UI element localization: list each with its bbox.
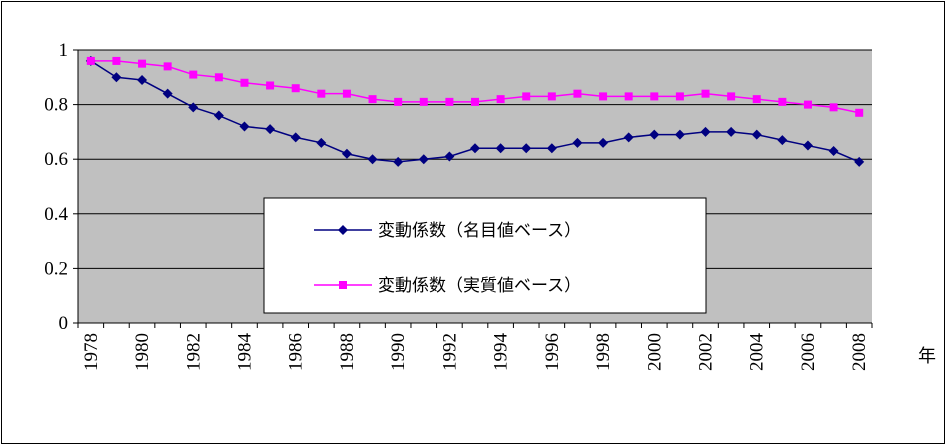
data-point [265, 124, 276, 135]
y-tick-label: 1 [59, 40, 69, 61]
data-point [189, 70, 198, 79]
y-tick-label: 0.6 [44, 149, 68, 170]
x-tick-label: 1978 [81, 333, 102, 371]
x-tick-label: 1980 [132, 333, 153, 371]
x-tick-label: 1986 [286, 333, 307, 371]
data-point [367, 154, 378, 165]
x-tick-label: 2008 [849, 333, 870, 371]
data-point [726, 126, 737, 137]
data-point [521, 143, 532, 154]
x-axis-ticks: 1978 1980 1982 1984 1986 1988 1990 1992 1994 1996… [81, 333, 870, 372]
data-point [266, 81, 275, 90]
data-point [341, 148, 352, 159]
axes [73, 49, 873, 328]
data-point [239, 121, 250, 132]
data-point [138, 59, 147, 68]
data-point [470, 143, 480, 154]
data-point [317, 89, 326, 98]
data-point [444, 151, 455, 162]
x-tick-label: 1994 [491, 333, 512, 372]
data-point [394, 97, 403, 106]
data-point [751, 129, 762, 140]
data-point [599, 92, 608, 101]
x-tick-label: 1988 [337, 333, 358, 371]
legend-item-1: 変動係数（名目値ベース） [314, 221, 581, 241]
legend-marker [338, 225, 348, 235]
x-tick-label: 1992 [439, 333, 460, 371]
data-point [368, 95, 377, 104]
data-point [623, 132, 634, 143]
data-point [290, 132, 301, 143]
x-axis-unit-label: 年 [918, 346, 936, 367]
y-tick-label: 0.2 [44, 258, 68, 279]
data-point [111, 72, 122, 83]
data-point [471, 97, 479, 106]
data-point [778, 97, 787, 106]
data-point [213, 110, 224, 121]
data-point [393, 156, 404, 167]
data-point [674, 129, 685, 140]
x-tick-label: 2004 [747, 333, 768, 372]
data-point [700, 126, 711, 137]
data-point [675, 92, 684, 101]
x-tick-label: 1996 [542, 333, 563, 371]
data-point [854, 156, 865, 167]
x-tick-label: 2000 [644, 333, 665, 371]
data-point [418, 154, 429, 165]
data-point [727, 92, 736, 101]
legend-label: 変動係数（名目値ベース） [378, 221, 581, 241]
data-point [188, 102, 199, 113]
data-point [777, 135, 788, 146]
data-point [546, 143, 557, 154]
data-point [316, 137, 327, 148]
data-point [828, 146, 839, 157]
data-point [419, 97, 428, 106]
data-point [342, 89, 351, 98]
x-tick-label: 1984 [234, 333, 255, 372]
y-tick-label: 0 [59, 313, 69, 334]
data-point [445, 97, 454, 106]
data-point [522, 92, 531, 101]
data-point [163, 62, 172, 71]
data-point [802, 140, 813, 151]
data-point [701, 89, 710, 98]
data-point [495, 143, 506, 154]
data-point [572, 137, 583, 148]
legend: 変動係数（名目値ベース） 変動係数（実質値ベース） [263, 197, 707, 314]
series-2 [86, 56, 864, 117]
data-point [649, 129, 660, 140]
data-point [240, 78, 249, 87]
y-axis-ticks: 0 0.2 0.4 0.6 0.8 1 [44, 40, 68, 334]
data-point [650, 92, 659, 101]
data-point [624, 92, 633, 101]
data-point [137, 75, 148, 86]
data-point [803, 100, 812, 109]
data-point [598, 137, 609, 148]
legend-item-2: 変動係数（実質値ベース） [314, 276, 581, 296]
legend-box [263, 197, 707, 314]
y-tick-label: 0.4 [44, 204, 68, 225]
data-point [752, 95, 761, 104]
x-tick-label: 2002 [696, 333, 717, 371]
data-point [291, 84, 300, 93]
x-tick-label: 1990 [388, 333, 409, 371]
data-point [573, 89, 582, 98]
data-point [214, 73, 223, 82]
series-group [85, 55, 865, 167]
x-tick-label: 1998 [593, 333, 614, 371]
data-point [112, 56, 121, 65]
data-point [162, 88, 173, 99]
legend-label: 変動係数（実質値ベース） [378, 276, 581, 296]
data-point [496, 95, 505, 104]
legend-marker [339, 281, 347, 289]
y-tick-label: 0.8 [44, 95, 68, 116]
data-point [855, 108, 864, 117]
data-point [547, 92, 556, 101]
data-point [829, 103, 838, 112]
data-point [86, 56, 95, 65]
x-tick-label: 1982 [183, 333, 204, 371]
x-tick-label: 2006 [798, 333, 819, 371]
